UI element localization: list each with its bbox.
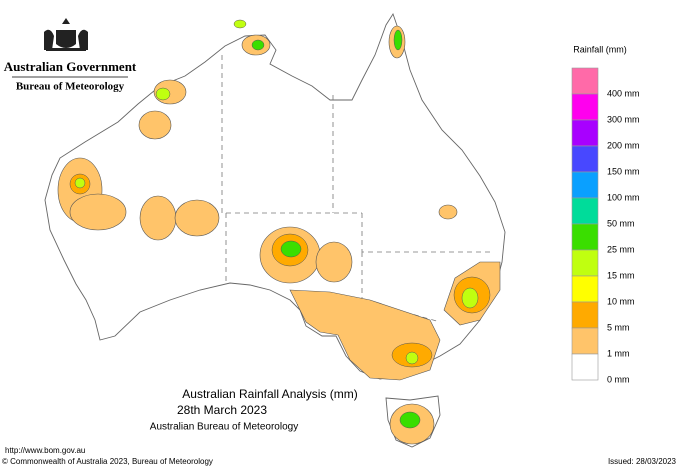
legend-swatch [571, 353, 599, 381]
legend-title: Rainfall (mm) [573, 44, 627, 54]
legend-swatch [571, 249, 599, 277]
caption-title: Australian Rainfall Analysis (mm) [182, 387, 357, 401]
legend-swatch [571, 197, 599, 225]
legend-label: 5 mm [607, 322, 630, 332]
government-name: Australian Government [4, 59, 137, 74]
legend-label: 25 mm [607, 244, 635, 254]
legend-swatch [571, 171, 599, 199]
legend-label: 10 mm [607, 296, 635, 306]
legend-label: 15 mm [607, 270, 635, 280]
legend-swatch [571, 119, 599, 147]
legend-label: 200 mm [607, 140, 640, 150]
legend-swatch [571, 67, 599, 95]
legend-swatch [571, 223, 599, 251]
legend-swatch [571, 145, 599, 173]
legend-label: 0 mm [607, 374, 630, 384]
copyright: © Commonwealth of Australia 2023, Bureau… [2, 457, 213, 466]
legend-swatch [571, 301, 599, 329]
legend-swatch [571, 275, 599, 303]
legend: 400 mm 300 mm 200 mm 150 mm 100 mm 50 mm 25 mm… [571, 67, 640, 384]
australia-map [44, 12, 506, 448]
caption-source: Australian Bureau of Meteorology [150, 422, 298, 433]
url[interactable]: http://www.bom.gov.au [5, 446, 85, 455]
legend-swatch [571, 93, 599, 121]
bureau-name: Bureau of Meteorology [16, 81, 125, 93]
legend-label: 50 mm [607, 218, 635, 228]
legend-label: 400 mm [607, 88, 640, 98]
legend-label: 1 mm [607, 348, 630, 358]
legend-swatch [571, 327, 599, 355]
coat-of-arms [44, 18, 88, 51]
issued-date: Issued: 28/03/2023 [608, 457, 677, 466]
legend-label: 300 mm [607, 114, 640, 124]
legend-label: 150 mm [607, 166, 640, 176]
caption-date: 28th March 2023 [177, 403, 267, 417]
legend-label: 100 mm [607, 192, 640, 202]
